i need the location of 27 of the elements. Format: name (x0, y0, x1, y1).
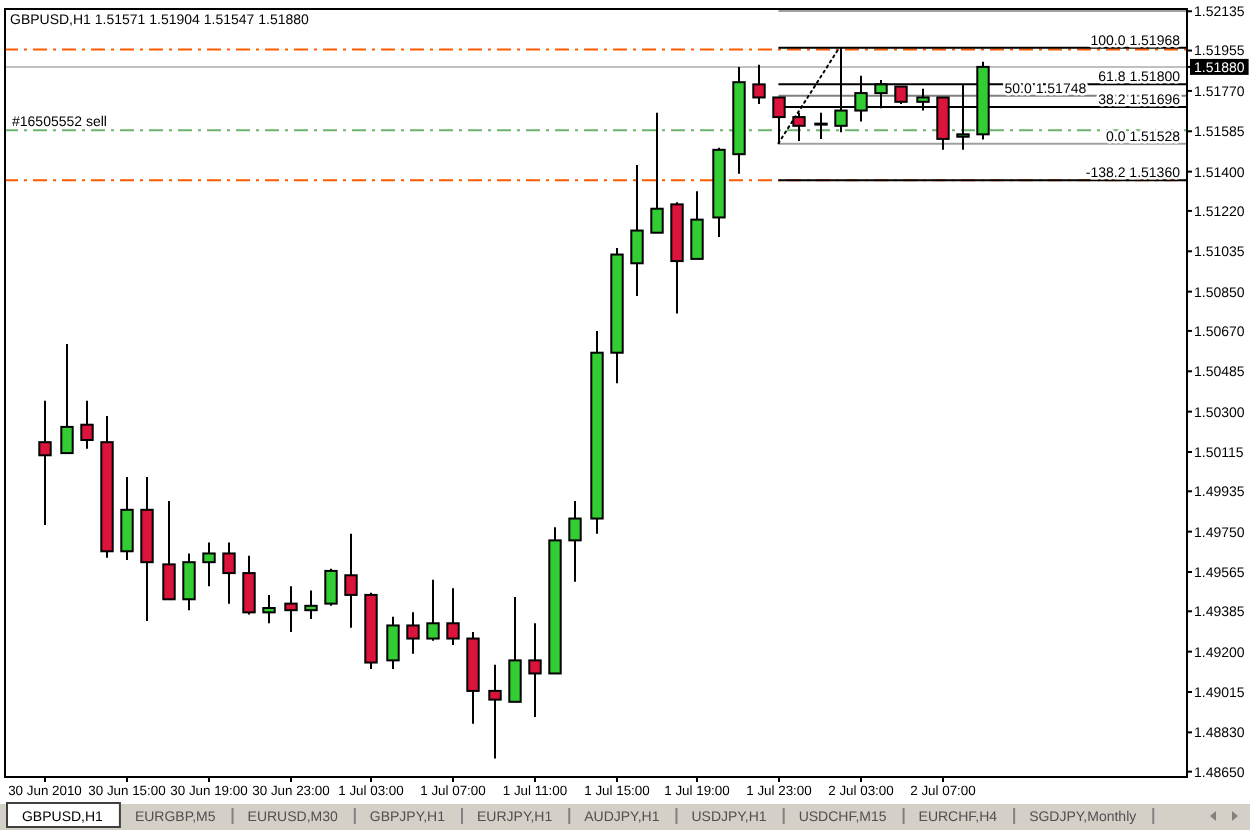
candlestick (324, 567, 338, 607)
candlestick (262, 593, 276, 625)
candlestick (162, 500, 176, 601)
candlestick (752, 63, 766, 105)
candlestick (284, 585, 298, 633)
candlestick (80, 399, 94, 450)
candlestick (690, 190, 704, 260)
candlestick (446, 587, 460, 647)
candlestick (222, 541, 236, 605)
candlestick (630, 164, 644, 297)
candlestick (488, 663, 502, 760)
candlestick (242, 554, 256, 616)
candlestick (568, 500, 582, 583)
candlestick (814, 111, 828, 140)
candlestick (344, 532, 358, 629)
candlestick (60, 343, 74, 455)
candlestick (508, 596, 522, 703)
candlestick (386, 615, 400, 671)
candlestick (406, 611, 420, 655)
candlestick (426, 578, 440, 642)
candlestick (38, 399, 52, 527)
candlestick (182, 552, 196, 612)
candlestick (304, 589, 318, 620)
candlestick (202, 541, 216, 588)
candlestick (650, 111, 664, 234)
candlestick (528, 622, 542, 719)
candlestick (120, 476, 134, 561)
